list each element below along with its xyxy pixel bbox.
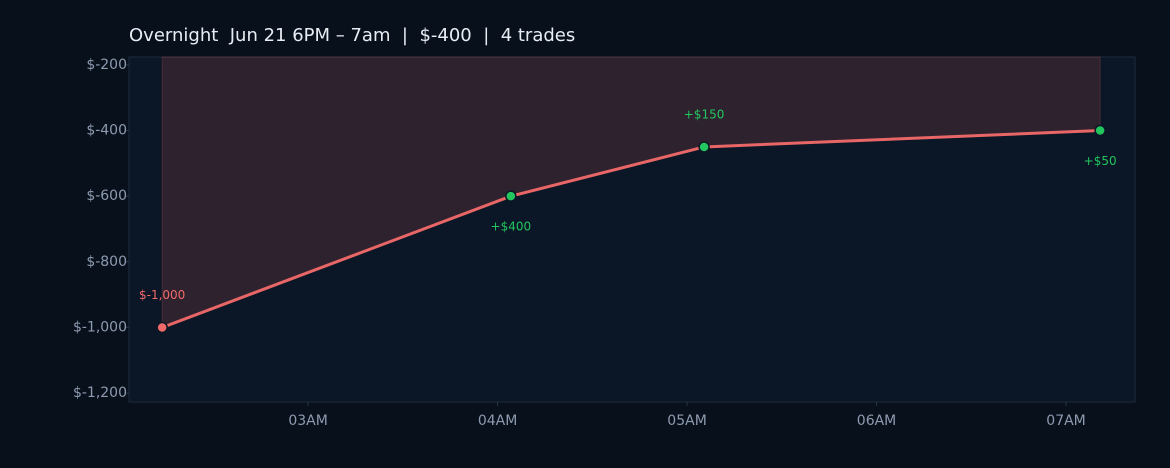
y-tick-label: $-400 bbox=[86, 123, 127, 139]
trade-point bbox=[505, 190, 517, 202]
y-tick-label: $-1,000 bbox=[73, 319, 127, 335]
x-tick-label: 03AM bbox=[288, 413, 327, 429]
y-tick-label: $-200 bbox=[86, 57, 127, 73]
trade-point bbox=[1094, 124, 1106, 137]
trade-point bbox=[698, 141, 710, 153]
trade-pnl-label: +$150 bbox=[684, 107, 725, 121]
plot-area bbox=[128, 56, 1136, 403]
trade-pnl-label: +$400 bbox=[491, 220, 532, 234]
pnl-line bbox=[161, 129, 1101, 329]
x-tick-label: 04AM bbox=[478, 413, 517, 429]
trade-point bbox=[156, 321, 168, 334]
y-tick-label: $-1,200 bbox=[73, 385, 127, 401]
chart-title: Overnight Jun 21 6PM – 7am | $-400 | 4 t… bbox=[129, 25, 575, 46]
trade-pnl-label: $-1,000 bbox=[139, 288, 185, 302]
x-tick-label: 05AM bbox=[667, 413, 706, 429]
trade-pnl-label: +$50 bbox=[1084, 154, 1117, 168]
y-tick-label: $-800 bbox=[86, 254, 127, 270]
x-tick-label: 06AM bbox=[857, 413, 896, 429]
x-tick-label: 07AM bbox=[1046, 413, 1085, 429]
y-tick-label: $-600 bbox=[86, 188, 127, 204]
